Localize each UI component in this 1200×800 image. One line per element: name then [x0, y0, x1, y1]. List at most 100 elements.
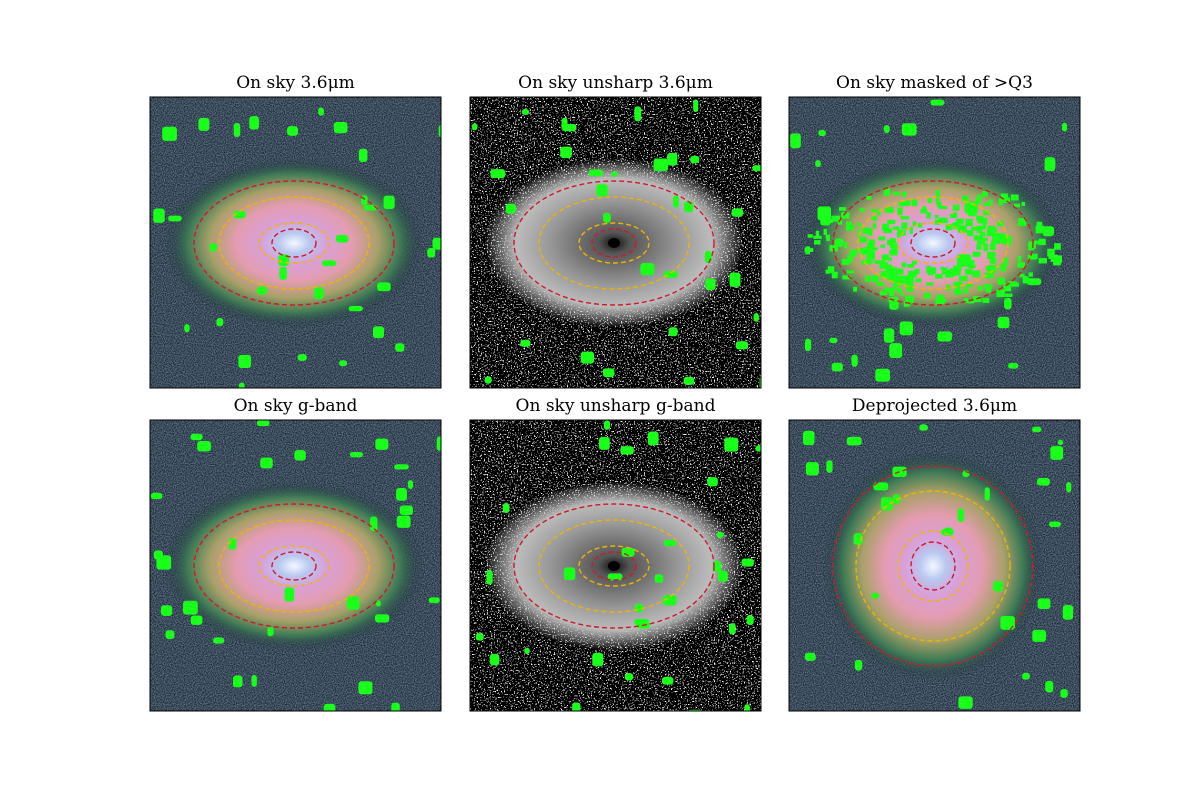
- mask-blob: [724, 437, 739, 452]
- mask-blob: [256, 286, 268, 295]
- mask-pixel: [983, 202, 992, 206]
- mask-pixel: [879, 262, 889, 269]
- mask-pixel: [945, 223, 952, 231]
- mask-pixel: [846, 270, 855, 274]
- mask-blob: [1050, 446, 1064, 460]
- mask-pixel: [985, 288, 992, 293]
- mask-pixel: [872, 223, 877, 229]
- mask-blob: [899, 321, 913, 336]
- panel-frame: [788, 419, 1081, 712]
- mask-blob: [728, 623, 736, 635]
- mask-pixel: [982, 298, 990, 303]
- mask-pixel: [912, 221, 917, 227]
- mask-blob: [880, 497, 893, 511]
- mask-blob: [611, 171, 618, 177]
- isophote-ellipse: [218, 519, 370, 613]
- mask-pixel: [884, 206, 894, 213]
- mask-blob: [335, 234, 349, 243]
- panel-image: [789, 420, 1080, 711]
- mask-pixel: [957, 225, 967, 233]
- mask-pixel: [837, 219, 843, 225]
- mask-pixel: [926, 212, 931, 219]
- mask-blob: [190, 615, 203, 625]
- mask-pixel: [965, 284, 973, 288]
- mask-blob: [663, 540, 677, 547]
- mask-blob: [216, 318, 224, 327]
- mask-blob: [846, 436, 862, 446]
- mask-blob: [1066, 481, 1072, 493]
- panel-title: On sky 3.6μm: [236, 73, 355, 93]
- mask-pixel: [980, 231, 986, 237]
- mask-blob: [596, 184, 608, 197]
- mask-pixel: [879, 290, 888, 296]
- mask-blob: [875, 368, 891, 382]
- mask-pixel: [841, 258, 850, 265]
- mask-pixel: [989, 244, 996, 250]
- mask-blob: [238, 354, 251, 369]
- mask-blob: [851, 354, 858, 367]
- mask-blob: [563, 567, 576, 581]
- mask-pixel: [989, 257, 997, 264]
- mask-pixel: [907, 264, 915, 268]
- mask-pixel: [885, 264, 893, 271]
- mask-pixel: [997, 277, 1005, 285]
- mask-blob: [156, 555, 172, 570]
- mask-blob: [883, 125, 890, 134]
- mask-blob: [375, 438, 389, 450]
- mask-blob: [853, 533, 863, 545]
- mask-pixel: [976, 215, 984, 221]
- mask-pixel: [954, 221, 958, 228]
- mask-blob: [937, 331, 953, 342]
- mask-blob: [735, 341, 749, 350]
- isophote-ellipse: [193, 180, 395, 306]
- mask-pixel: [926, 282, 934, 286]
- mask-pixel: [889, 239, 896, 243]
- mask-pixel: [868, 239, 875, 246]
- mask-pixel: [1034, 240, 1042, 245]
- mask-blob: [396, 488, 407, 501]
- mask-pixel: [864, 246, 870, 254]
- mask-blob: [634, 106, 642, 122]
- mask-pixel: [813, 235, 822, 239]
- mask-blob: [1062, 605, 1074, 620]
- mask-blob: [620, 446, 634, 455]
- mask-pixel: [1017, 255, 1022, 262]
- mask-blob: [363, 205, 378, 211]
- mask-pixel: [1019, 273, 1025, 278]
- mask-blob: [321, 260, 337, 267]
- mask-pixel: [986, 229, 991, 237]
- mask-pixel: [970, 226, 980, 231]
- mask-blob: [520, 339, 531, 347]
- mask-pixel: [887, 239, 891, 246]
- mask-pixel: [813, 240, 821, 245]
- mask-blob: [690, 155, 700, 164]
- mask-pixel: [1035, 225, 1045, 234]
- mask-pixel: [838, 207, 846, 211]
- mask-pixel: [998, 197, 1003, 206]
- mask-blob: [1037, 598, 1051, 609]
- mask-pixel: [967, 230, 974, 237]
- mask-pixel: [952, 204, 960, 211]
- mask-blob: [883, 328, 895, 343]
- mask-blob: [829, 337, 838, 344]
- panel-title: On sky masked of >Q3: [836, 73, 1033, 93]
- mask-pixel: [842, 275, 852, 280]
- mask-pixel: [1028, 243, 1034, 251]
- mask-pixel: [1017, 262, 1025, 268]
- mask-pixel: [883, 188, 891, 196]
- mask-pixel: [846, 224, 855, 231]
- mask-blob: [993, 581, 1004, 592]
- mask-blob: [373, 326, 385, 339]
- mask-blob: [318, 107, 324, 116]
- mask-pixel: [977, 218, 986, 224]
- mask-blob: [232, 675, 243, 688]
- mask-pixel: [922, 206, 927, 210]
- mask-pixel: [911, 199, 918, 207]
- mask-blob: [475, 633, 484, 641]
- mask-pixel: [1010, 194, 1019, 201]
- panel-image: [470, 420, 761, 711]
- mask-blob: [752, 165, 761, 172]
- mask-pixel: [962, 195, 969, 202]
- mask-pixel: [804, 248, 814, 252]
- mask-pixel: [882, 254, 890, 261]
